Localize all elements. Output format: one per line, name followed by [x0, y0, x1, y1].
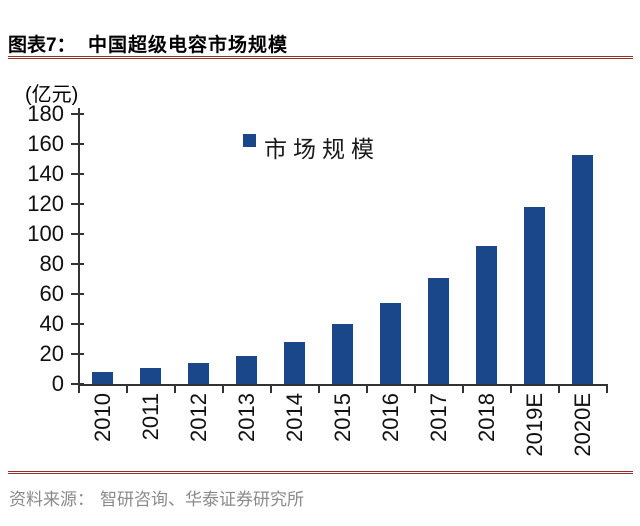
y-tick-label: 140: [27, 161, 64, 186]
y-tick-label: 80: [39, 251, 64, 276]
x-tick-label: 2017: [425, 393, 451, 442]
y-axis-tick: [71, 173, 84, 175]
y-tick-label: 20: [39, 341, 64, 366]
x-axis-tick: [125, 386, 128, 393]
y-axis-tick: [71, 113, 84, 115]
x-axis-tick: [221, 386, 224, 393]
figure-title: 中国超级电容市场规模: [88, 35, 289, 56]
x-axis-tick: [557, 386, 560, 393]
x-axis-tick: [317, 386, 320, 393]
x-tick-label: 2018: [473, 393, 499, 442]
x-tick-label: 2013: [233, 393, 259, 442]
bar: [332, 324, 353, 384]
y-axis-tick: [71, 143, 84, 145]
y-axis-line: [78, 108, 80, 386]
bar: [140, 367, 161, 384]
title-divider-line: [8, 56, 633, 59]
x-axis-tick: [269, 386, 272, 393]
x-tick-label: 2012: [185, 393, 211, 442]
source-label: 资料来源：: [9, 490, 94, 509]
x-axis-tick: [605, 386, 608, 393]
bar: [188, 363, 209, 384]
x-axis-line: [78, 384, 608, 386]
x-tick-label: 2016: [377, 393, 403, 442]
legend-swatch-icon: [243, 134, 256, 147]
source-note: 资料来源： 智研咨询、华泰证券研究所: [9, 485, 304, 510]
y-axis-tick: [71, 353, 84, 355]
y-tick-label: 0: [51, 371, 64, 396]
x-axis-tick: [77, 386, 80, 393]
bar: [428, 277, 449, 384]
legend-series-label: 市场规模: [264, 136, 380, 162]
y-tick-label: 100: [27, 221, 64, 246]
x-tick-label: 2011: [137, 393, 163, 441]
figure-number-label: 图表7：: [8, 35, 76, 56]
y-tick-label: 180: [27, 101, 64, 126]
y-axis-tick: [71, 263, 84, 265]
bar: [284, 342, 305, 384]
bar: [92, 372, 113, 384]
x-axis-tick: [365, 386, 368, 393]
bar: [524, 207, 545, 384]
y-tick-label: 40: [39, 311, 64, 336]
source-divider-line: [8, 471, 633, 474]
y-axis-tick: [71, 203, 84, 205]
y-tick-label: 160: [27, 131, 64, 156]
y-tick-label: 60: [39, 281, 64, 306]
y-axis-tick: [71, 323, 84, 325]
y-axis-tick: [71, 383, 84, 385]
source-text: 智研咨询、华泰证券研究所: [100, 490, 304, 509]
y-axis-tick: [71, 233, 84, 235]
y-axis-tick: [71, 293, 84, 295]
x-tick-label: 2020E: [569, 393, 595, 457]
bar: [380, 303, 401, 384]
bar: [572, 154, 593, 384]
y-axis-unit-label: (亿元): [25, 84, 79, 106]
x-tick-label: 2010: [89, 393, 115, 442]
x-axis-tick: [509, 386, 512, 393]
x-axis-tick: [173, 386, 176, 393]
y-tick-label: 120: [27, 191, 64, 216]
x-axis-tick: [461, 386, 464, 393]
x-tick-label: 2019E: [521, 393, 547, 457]
bar: [236, 355, 257, 384]
x-axis-tick: [413, 386, 416, 393]
x-tick-label: 2014: [281, 393, 307, 442]
x-tick-label: 2015: [329, 393, 355, 442]
bar: [476, 246, 497, 384]
